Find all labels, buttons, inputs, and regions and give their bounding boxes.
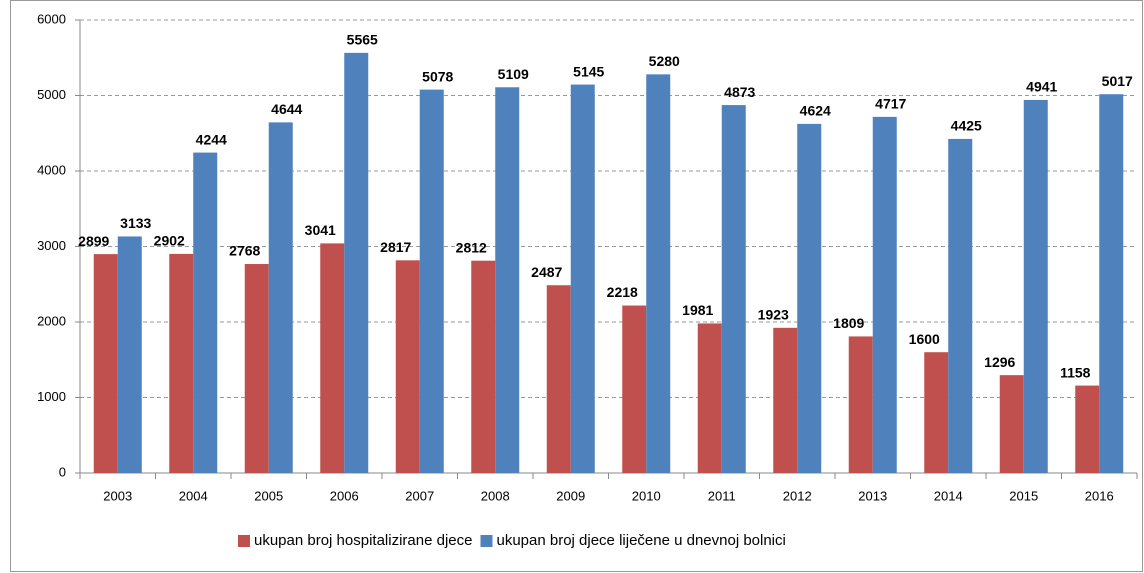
value-label: 5280 bbox=[649, 53, 680, 69]
bar bbox=[169, 253, 194, 473]
value-label: 4941 bbox=[1026, 79, 1057, 95]
value-label: 4244 bbox=[196, 131, 227, 147]
value-label: 2218 bbox=[607, 284, 638, 300]
bar bbox=[93, 254, 118, 473]
x-tick-label: 2011 bbox=[708, 488, 736, 503]
bar bbox=[773, 327, 798, 473]
x-tick-label: 2005 bbox=[254, 488, 283, 503]
bar bbox=[244, 264, 269, 473]
x-tick-label: 2006 bbox=[330, 488, 359, 503]
bar bbox=[471, 260, 496, 473]
value-label: 2902 bbox=[154, 233, 185, 249]
value-label: 1981 bbox=[682, 302, 713, 318]
bar bbox=[268, 122, 293, 474]
bar bbox=[419, 89, 444, 474]
value-label: 1923 bbox=[758, 307, 789, 323]
y-tick-label: 2000 bbox=[37, 313, 66, 328]
bar bbox=[1099, 94, 1124, 474]
y-tick-label: 0 bbox=[59, 464, 66, 479]
x-tick-label: 2014 bbox=[934, 488, 963, 503]
legend-swatch bbox=[238, 535, 250, 547]
chart-frame bbox=[10, 0, 1143, 572]
value-label: 4873 bbox=[724, 84, 755, 100]
value-label: 5017 bbox=[1102, 73, 1133, 89]
y-tick-label: 4000 bbox=[37, 162, 66, 177]
bar bbox=[697, 323, 722, 473]
bar bbox=[546, 285, 571, 473]
bar bbox=[1075, 385, 1100, 473]
x-tick-label: 2016 bbox=[1085, 488, 1114, 503]
value-label: 4644 bbox=[271, 101, 302, 117]
value-label: 2487 bbox=[531, 264, 562, 280]
value-label: 5109 bbox=[498, 66, 529, 82]
value-label: 5078 bbox=[422, 68, 453, 84]
x-tick-label: 2007 bbox=[405, 488, 434, 503]
bar bbox=[570, 84, 595, 474]
value-label: 3133 bbox=[120, 215, 151, 231]
x-tick-label: 2003 bbox=[103, 488, 132, 503]
x-tick-label: 2009 bbox=[556, 488, 585, 503]
bar bbox=[395, 260, 420, 473]
bar bbox=[848, 336, 873, 473]
x-tick-label: 2015 bbox=[1009, 488, 1038, 503]
value-label: 4624 bbox=[800, 103, 831, 119]
bar bbox=[721, 105, 746, 473]
value-label: 4425 bbox=[951, 118, 982, 134]
bar bbox=[872, 116, 897, 473]
y-tick-label: 5000 bbox=[37, 87, 66, 102]
value-label: 2768 bbox=[229, 243, 260, 259]
bar bbox=[1023, 99, 1048, 473]
y-tick-label: 3000 bbox=[37, 238, 66, 253]
x-tick-label: 2004 bbox=[179, 488, 208, 503]
y-tick-label: 6000 bbox=[37, 11, 66, 26]
bar bbox=[924, 352, 949, 473]
x-tick-label: 2008 bbox=[481, 488, 510, 503]
value-label: 5145 bbox=[573, 63, 604, 79]
bar bbox=[646, 74, 671, 474]
bar bbox=[948, 138, 973, 473]
value-label: 1296 bbox=[984, 354, 1015, 370]
bar bbox=[797, 123, 822, 473]
bar bbox=[193, 152, 218, 473]
bar bbox=[495, 87, 520, 473]
bar bbox=[320, 243, 345, 473]
bar bbox=[999, 375, 1024, 473]
value-label: 2817 bbox=[380, 239, 411, 255]
value-label: 3041 bbox=[305, 222, 336, 238]
value-label: 2899 bbox=[78, 233, 109, 249]
legend-label: ukupan broj djece liječene u dnevnoj bol… bbox=[496, 532, 785, 549]
value-label: 1600 bbox=[909, 331, 940, 347]
x-tick-label: 2012 bbox=[783, 488, 812, 503]
legend-label: ukupan broj hospitalizirane djece bbox=[254, 532, 472, 549]
legend-swatch bbox=[480, 535, 493, 547]
value-label: 1158 bbox=[1060, 364, 1091, 380]
y-tick-label: 1000 bbox=[37, 389, 66, 404]
bar bbox=[622, 305, 647, 473]
x-tick-label: 2013 bbox=[858, 488, 887, 503]
value-label: 5565 bbox=[347, 32, 378, 48]
value-label: 1809 bbox=[833, 315, 864, 331]
value-label: 2812 bbox=[456, 239, 487, 255]
bar bbox=[117, 236, 142, 473]
bar bbox=[344, 52, 369, 473]
x-tick-label: 2010 bbox=[632, 488, 661, 503]
value-label: 4717 bbox=[875, 96, 906, 112]
